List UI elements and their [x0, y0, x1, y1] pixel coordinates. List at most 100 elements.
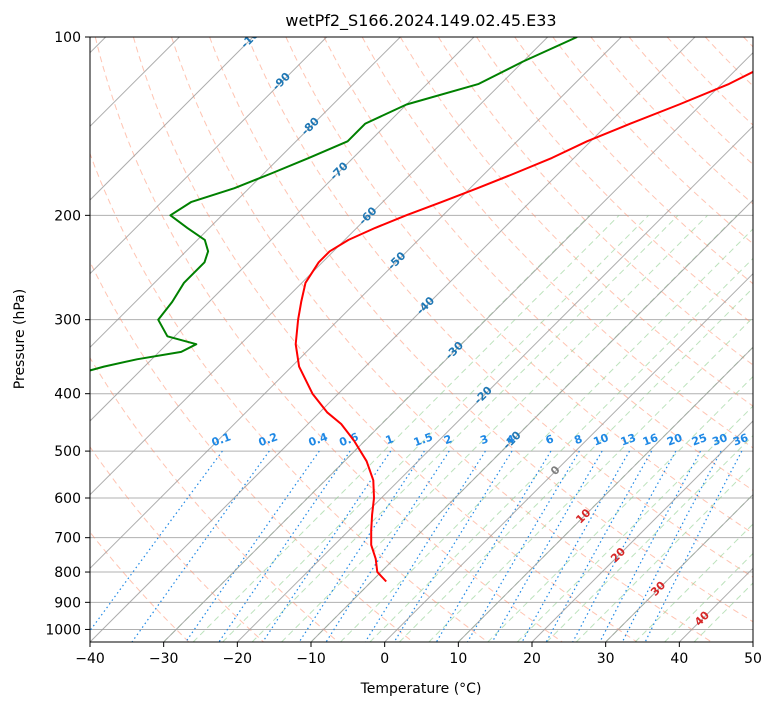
- mixing-ratio-label: 36: [731, 431, 750, 449]
- isotherm-line: [531, 420, 753, 642]
- dewpoint-profile-line: [90, 37, 578, 372]
- mixing-ratio-line: [393, 450, 513, 642]
- dry-adiabat-line: [399, 37, 753, 407]
- mixing-ratio-line: [298, 450, 425, 642]
- mixing-ratio-line: [364, 450, 486, 642]
- dry-adiabat-line: [247, 37, 753, 578]
- mixing-ratio-label: 0.4: [307, 430, 330, 449]
- mixing-ratio-label: 3: [478, 432, 490, 447]
- isotherm-line: [163, 51, 753, 642]
- y-tick-label: 200: [54, 208, 81, 224]
- isotherm-label: 10: [573, 506, 593, 526]
- x-tick-label: 0: [380, 651, 389, 667]
- isotherm-line: [236, 125, 753, 642]
- moist-adiabat-line: [487, 375, 753, 642]
- y-tick-label: 700: [54, 531, 81, 547]
- moist-adiabat-line: [516, 405, 753, 642]
- dry-adiabat-line: [132, 37, 638, 642]
- dry-adiabat-line: [90, 152, 488, 642]
- mixing-ratio-label: 4: [505, 432, 517, 447]
- y-tick-label: 1000: [45, 622, 81, 638]
- mixing-ratio-label: 10: [592, 431, 611, 449]
- y-tick-label: 300: [54, 313, 81, 329]
- moist-adiabat-line: [340, 228, 753, 642]
- mixing-ratio-label: 0.1: [210, 430, 233, 449]
- moist-adiabat-line: [664, 552, 753, 642]
- moist-adiabat-line: [634, 523, 753, 642]
- mixing-ratio-label: 20: [665, 431, 684, 449]
- dry-adiabat-line: [90, 260, 414, 642]
- isotherm-line: [457, 346, 753, 642]
- y-tick-label: 400: [54, 387, 81, 403]
- mixing-ratio-line: [90, 450, 223, 632]
- x-tick-label: 10: [449, 651, 467, 667]
- moist-adiabat-line: [369, 257, 753, 642]
- moist-adiabat-line: [222, 214, 649, 642]
- dry-adiabat-line: [704, 37, 753, 87]
- isotherm-line: [678, 567, 753, 642]
- dry-adiabat-line: [743, 37, 753, 48]
- mixing-ratio-label: 1: [384, 432, 396, 447]
- mixing-ratio-label: 6: [544, 432, 556, 447]
- mixing-ratio-label: 0.6: [338, 430, 361, 449]
- isotherm-line: [605, 493, 753, 642]
- dry-adiabat-line: [285, 37, 753, 535]
- mixing-ratio-label: 8: [572, 432, 584, 447]
- moist-adiabat-line: [457, 346, 753, 642]
- moist-adiabat-line: [693, 582, 753, 642]
- mixing-ratio-label: 0.2: [257, 430, 280, 449]
- x-tick-label: 50: [744, 651, 762, 667]
- moist-adiabat-line: [575, 464, 753, 642]
- dry-adiabat-line: [171, 37, 712, 642]
- x-tick-label: −20: [223, 651, 253, 667]
- isotherm-line: [310, 199, 753, 642]
- y-tick-label: 800: [54, 565, 81, 581]
- moist-adiabat-line: [605, 493, 753, 642]
- isotherm-line: [90, 37, 549, 496]
- dry-adiabat-line: [323, 37, 753, 491]
- moist-adiabat-line: [251, 214, 679, 642]
- x-tick-label: 20: [523, 651, 541, 667]
- isotherm-line: [90, 37, 254, 201]
- dry-adiabat-line: [90, 531, 190, 642]
- chart-title: wetPf2_S166.2024.149.02.45.E33: [285, 11, 556, 31]
- dry-adiabat-line: [209, 37, 753, 623]
- isotherm-line: [90, 37, 475, 422]
- mixing-ratio-label: 30: [710, 431, 729, 449]
- isotherm-line: [752, 641, 753, 642]
- mixing-ratio-line: [621, 450, 722, 642]
- dry-adiabat-line: [90, 356, 339, 642]
- mixing-ratio-label: 16: [641, 431, 660, 449]
- mixing-ratio-line: [545, 450, 653, 642]
- y-tick-label: 900: [54, 595, 81, 611]
- isotherm-line: [90, 37, 328, 275]
- mixing-ratio-line: [185, 450, 320, 642]
- x-tick-label: 40: [670, 651, 688, 667]
- mixing-ratio-line: [521, 450, 631, 642]
- moist-adiabat-line: [281, 214, 708, 642]
- dry-adiabat-line: [552, 37, 753, 245]
- mixing-ratio-label: 25: [690, 431, 709, 448]
- mixing-ratio-label: 2: [442, 432, 454, 447]
- isotherm-line: [384, 272, 753, 642]
- mixing-ratio-line: [435, 450, 552, 642]
- dry-adiabat-line: [90, 446, 264, 642]
- mixing-ratio-label: 1.5: [412, 430, 435, 449]
- x-tick-label: 30: [597, 651, 615, 667]
- mixing-ratio-line: [131, 450, 270, 642]
- mixing-ratio-line: [572, 450, 677, 642]
- x-tick-label: −40: [75, 651, 105, 667]
- y-axis-label: Pressure (hPa): [12, 289, 28, 389]
- dry-adiabat-line: [590, 37, 753, 205]
- mixing-ratio-line: [466, 450, 580, 642]
- dry-adiabat-line: [666, 37, 753, 126]
- x-tick-label: −10: [296, 651, 326, 667]
- dry-adiabat-line: [94, 37, 563, 642]
- x-axis-label: Temperature (°C): [360, 681, 482, 697]
- axis-ticks: −40 −30 −20 −10 0 10 20 30 40 5010020030040050060…: [45, 30, 762, 667]
- isotherm-line: [90, 37, 401, 349]
- mixing-ratio-line: [491, 450, 603, 642]
- temperature-profile-line: [294, 70, 753, 583]
- moist-adiabat-line: [546, 434, 753, 642]
